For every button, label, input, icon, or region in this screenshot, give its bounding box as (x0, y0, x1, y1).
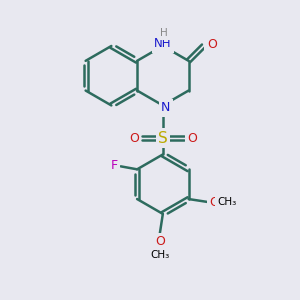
Text: O: O (187, 132, 197, 145)
Text: O: O (207, 38, 217, 51)
Text: N: N (161, 101, 170, 114)
Text: CH₃: CH₃ (218, 197, 237, 207)
Text: H: H (160, 28, 168, 38)
Text: O: O (155, 235, 165, 248)
Text: O: O (209, 196, 219, 208)
Text: F: F (111, 159, 118, 172)
Text: O: O (129, 132, 139, 145)
Text: NH: NH (154, 37, 172, 50)
Text: CH₃: CH₃ (150, 250, 170, 260)
Text: S: S (158, 130, 168, 146)
